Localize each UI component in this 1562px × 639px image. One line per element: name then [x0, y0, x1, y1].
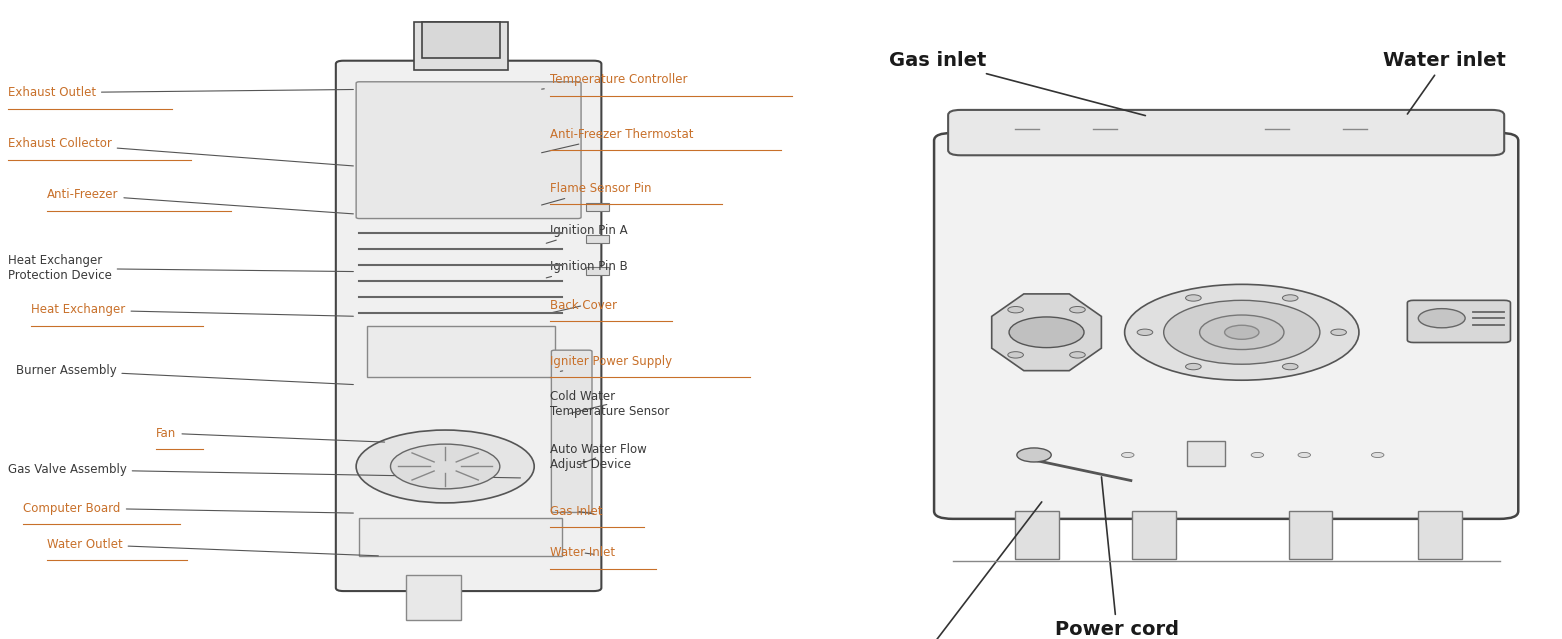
Circle shape	[1009, 317, 1084, 348]
FancyBboxPatch shape	[1407, 300, 1510, 343]
Text: Power cord: Power cord	[1054, 477, 1179, 639]
Circle shape	[356, 430, 534, 503]
Bar	[359, 518, 562, 556]
Text: Gas Valve Assembly: Gas Valve Assembly	[8, 463, 520, 478]
Bar	[414, 22, 508, 70]
Text: Water Outlet: Water Outlet	[47, 538, 378, 556]
Bar	[1015, 511, 1059, 559]
Circle shape	[1186, 364, 1201, 370]
Circle shape	[1282, 295, 1298, 301]
Text: Exhaust Collector: Exhaust Collector	[8, 137, 353, 166]
Text: Exhaust Outlet: Exhaust Outlet	[8, 86, 353, 99]
FancyBboxPatch shape	[336, 61, 601, 591]
Text: Cold Water
Temperature Sensor: Cold Water Temperature Sensor	[550, 390, 669, 418]
FancyBboxPatch shape	[356, 82, 581, 219]
Circle shape	[1200, 315, 1284, 350]
Text: Back Cover: Back Cover	[550, 299, 617, 312]
Circle shape	[1017, 448, 1051, 462]
Circle shape	[1371, 452, 1384, 458]
Text: Water Inlet: Water Inlet	[550, 546, 615, 559]
Circle shape	[1137, 329, 1153, 335]
Bar	[1187, 441, 1225, 466]
Bar	[586, 203, 609, 211]
Text: Auto Water Flow
Adjust Device: Auto Water Flow Adjust Device	[550, 443, 647, 471]
Bar	[1132, 511, 1176, 559]
Circle shape	[1251, 452, 1264, 458]
FancyBboxPatch shape	[948, 110, 1504, 155]
Circle shape	[1125, 284, 1359, 380]
Circle shape	[1164, 300, 1320, 364]
Text: Burner Assembly: Burner Assembly	[16, 364, 353, 385]
Circle shape	[1418, 309, 1465, 328]
Circle shape	[1282, 364, 1298, 370]
FancyBboxPatch shape	[934, 133, 1518, 519]
Text: Water outlet: Water outlet	[843, 502, 1042, 639]
Bar	[1289, 511, 1332, 559]
Circle shape	[1122, 452, 1134, 458]
Text: Ignition Pin A: Ignition Pin A	[547, 224, 628, 243]
Circle shape	[1186, 295, 1201, 301]
Bar	[406, 575, 461, 620]
Circle shape	[1007, 351, 1023, 358]
Bar	[367, 326, 555, 377]
Circle shape	[1070, 351, 1086, 358]
Text: Fan: Fan	[156, 427, 384, 442]
Text: Heat Exchanger: Heat Exchanger	[31, 304, 353, 316]
Text: Gas Inlet: Gas Inlet	[550, 505, 603, 518]
Text: Flame Sensor Pin: Flame Sensor Pin	[542, 182, 651, 205]
Text: Gas inlet: Gas inlet	[889, 51, 1145, 116]
Circle shape	[1225, 325, 1259, 339]
Text: Igniter Power Supply: Igniter Power Supply	[550, 355, 672, 371]
Circle shape	[1331, 329, 1346, 335]
Text: Water inlet: Water inlet	[1384, 51, 1506, 114]
Circle shape	[1298, 452, 1311, 458]
Text: Anti-Freezer Thermostat: Anti-Freezer Thermostat	[542, 128, 694, 153]
Text: Ignition Pin B: Ignition Pin B	[547, 260, 628, 278]
Text: Computer Board: Computer Board	[23, 502, 353, 514]
FancyBboxPatch shape	[551, 350, 592, 512]
Text: Temperature Controller: Temperature Controller	[542, 73, 687, 89]
Bar	[1418, 511, 1462, 559]
Circle shape	[1070, 307, 1086, 313]
Circle shape	[1007, 307, 1023, 313]
Bar	[586, 267, 609, 275]
Text: Anti-Freezer: Anti-Freezer	[47, 189, 353, 214]
Polygon shape	[992, 294, 1101, 371]
Bar	[422, 22, 500, 58]
Circle shape	[390, 444, 500, 489]
Bar	[586, 235, 609, 243]
Text: Heat Exchanger
Protection Device: Heat Exchanger Protection Device	[8, 254, 353, 282]
